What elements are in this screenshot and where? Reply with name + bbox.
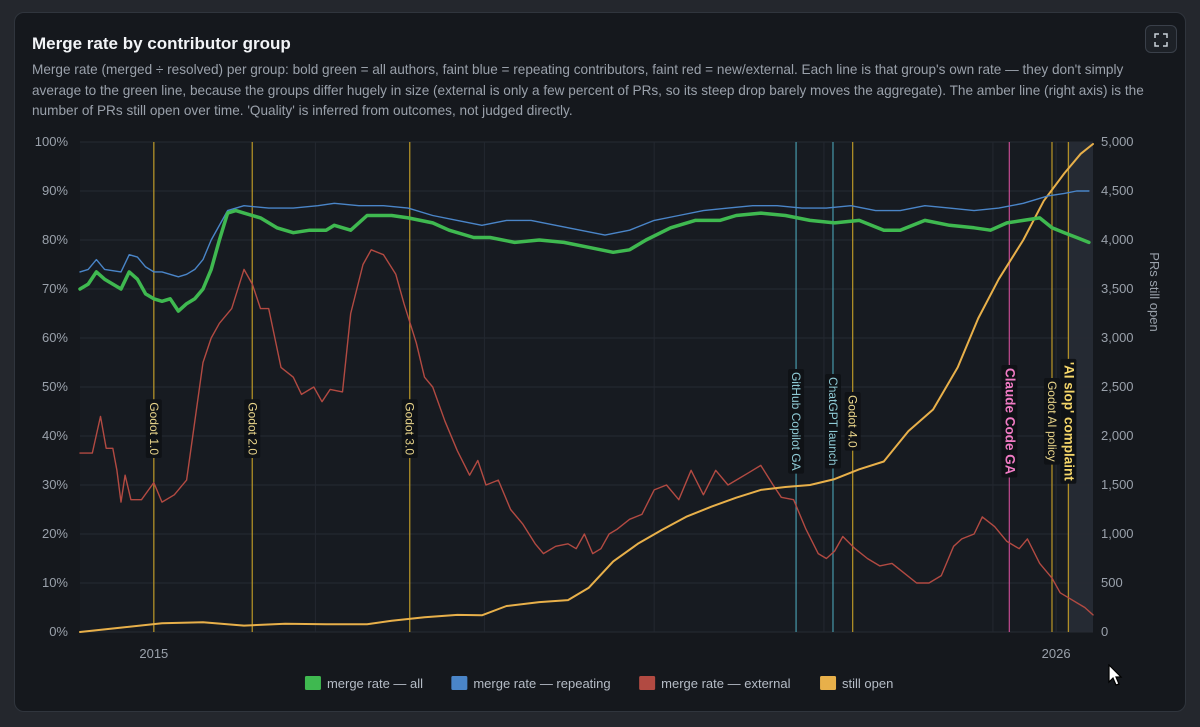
series-line xyxy=(78,208,1091,313)
legend-swatch xyxy=(304,676,321,690)
y-left-tick-label: 50% xyxy=(42,379,68,394)
event-label-text: Godot 4.0 xyxy=(846,395,860,448)
y-left-tick-label: 70% xyxy=(42,281,68,296)
mouse-cursor-icon xyxy=(1108,664,1123,686)
event-label: GitHub Copilot GA xyxy=(788,368,805,474)
event-label-text: Godot 1.0 xyxy=(147,402,161,455)
y-left-tick-label: 80% xyxy=(42,232,68,247)
event-label: Godot 2.0 xyxy=(244,399,261,459)
event-label: Godot AI policy xyxy=(1043,377,1060,465)
event-label-text: Godot 2.0 xyxy=(245,402,259,455)
x-tick-label: 2026 xyxy=(1042,646,1071,661)
event-label-text: 'AI slop' complaint xyxy=(1061,362,1076,481)
y-right-tick-label: 3,000 xyxy=(1101,330,1134,345)
legend-item-label: merge rate — external xyxy=(661,676,790,691)
event-label: 'AI slop' complaint xyxy=(1060,358,1077,484)
event-label-bg xyxy=(1043,377,1060,465)
y-right-axis-title: PRs still open xyxy=(1147,252,1162,331)
y-left-tick-label: 90% xyxy=(42,183,68,198)
y-right-tick-label: 5,000 xyxy=(1101,134,1134,149)
event-label-text: ChatGPT launch xyxy=(826,377,840,466)
y-left-tick-label: 60% xyxy=(42,330,68,345)
y-right-tick-label: 4,000 xyxy=(1101,232,1134,247)
event-label: Claude Code GA xyxy=(1001,365,1018,478)
chart-title: Merge rate by contributor group xyxy=(32,34,291,53)
event-label-text: GitHub Copilot GA xyxy=(789,372,803,471)
y-right-tick-label: 2,500 xyxy=(1101,379,1134,394)
y-right-tick-label: 2,000 xyxy=(1101,428,1134,443)
event-label: Godot 4.0 xyxy=(844,391,861,451)
event-label-bg xyxy=(788,368,805,474)
series-line xyxy=(79,143,1094,633)
legend: merge rate — all merge rate — repeating me… xyxy=(304,676,893,691)
y-left-tick-label: 10% xyxy=(42,575,68,590)
y-left-tick-label: 100% xyxy=(35,134,69,149)
event-label-text: Claude Code GA xyxy=(1002,368,1017,475)
event-label-bg xyxy=(1060,358,1077,484)
series-line xyxy=(79,190,1090,278)
event-label-text: Godot AI policy xyxy=(1045,381,1059,462)
x-tick-label: 2015 xyxy=(139,646,168,661)
event-label-bg xyxy=(244,399,261,459)
event-label: Godot 1.0 xyxy=(145,399,162,459)
y-left-tick-label: 0% xyxy=(49,624,68,639)
event-label-bg xyxy=(1001,365,1018,478)
y-right-tick-label: 4,500 xyxy=(1101,183,1134,198)
expand-button[interactable] xyxy=(1145,25,1177,53)
event-label-bg xyxy=(824,374,841,469)
legend-item-label: still open xyxy=(842,676,893,691)
event-label-text: Godot 3.0 xyxy=(403,402,417,455)
legend-swatch xyxy=(639,676,656,690)
y-right-tick-label: 0 xyxy=(1101,624,1108,639)
y-right-tick-label: 500 xyxy=(1101,575,1123,590)
chart-description: Merge rate (merged ÷ resolved) per group… xyxy=(32,62,1144,118)
event-label: ChatGPT launch xyxy=(824,374,841,469)
event-label: Godot 3.0 xyxy=(401,399,418,459)
legend-swatch xyxy=(451,676,468,690)
legend-item-label: merge rate — all xyxy=(327,676,423,691)
y-right-tick-label: 1,500 xyxy=(1101,477,1134,492)
event-label-bg xyxy=(145,399,162,459)
legend-item-label: merge rate — repeating xyxy=(473,676,610,691)
expand-icon xyxy=(1154,33,1168,47)
event-label-bg xyxy=(844,391,861,451)
legend-swatch xyxy=(820,676,837,690)
y-left-tick-label: 40% xyxy=(42,428,68,443)
y-right-tick-label: 3,500 xyxy=(1101,281,1134,296)
y-right-tick-label: 1,000 xyxy=(1101,526,1134,541)
y-left-tick-label: 20% xyxy=(42,526,68,541)
event-label-bg xyxy=(401,399,418,459)
series-line xyxy=(79,249,1094,616)
y-left-tick-label: 30% xyxy=(42,477,68,492)
